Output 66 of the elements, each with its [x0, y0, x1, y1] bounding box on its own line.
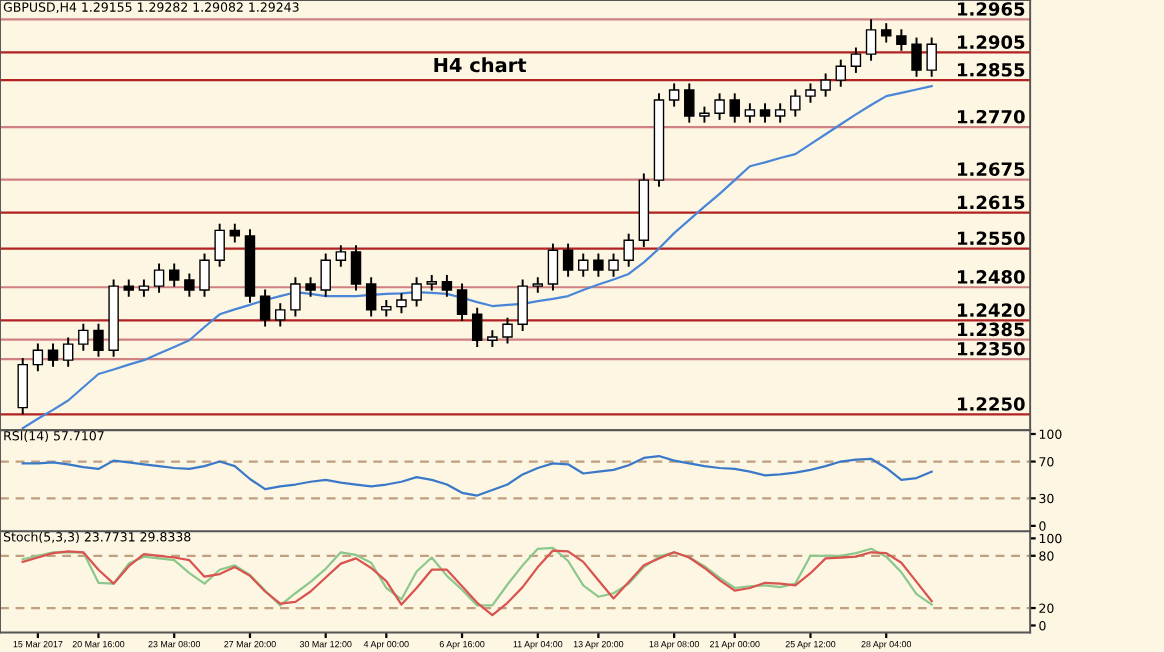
candlestick — [805, 82, 816, 104]
ref-line-label: 1.2350 — [957, 341, 1025, 356]
ref-line-label: 1.2420 — [957, 303, 1025, 317]
annotation: H4 chart — [434, 57, 527, 73]
candlestick — [184, 272, 195, 298]
candlestick — [714, 92, 725, 121]
candlestick — [790, 88, 801, 118]
candlestick — [623, 232, 634, 268]
candlestick — [350, 244, 362, 292]
line-series — [21, 454, 933, 497]
candlestick — [850, 46, 862, 74]
ref-line-label: 1.2385 — [957, 322, 1025, 337]
candlestick — [578, 252, 589, 278]
candlestick — [774, 102, 786, 124]
candlestick — [199, 252, 210, 298]
candlestick — [335, 244, 347, 268]
candlestick — [275, 302, 286, 328]
ref-line-label: 1.2480 — [957, 270, 1025, 284]
ref-line-label: 1.2770 — [957, 109, 1025, 124]
candlestick — [93, 322, 104, 358]
candlestick — [547, 242, 559, 292]
candlestick — [562, 242, 574, 278]
candlestick — [744, 102, 756, 124]
candlestick — [684, 82, 695, 124]
candlestick — [441, 274, 453, 298]
candlestick — [865, 18, 877, 62]
candlestick — [911, 36, 922, 78]
candlestick — [835, 58, 847, 88]
line-series — [21, 546, 933, 607]
ref-line-label: 1.2615 — [957, 195, 1025, 210]
candlestick — [517, 278, 528, 332]
candlestick — [896, 28, 907, 52]
candlestick — [880, 22, 892, 44]
candlestick — [411, 276, 422, 308]
ref-line-label: 1.2550 — [957, 231, 1025, 246]
line-series — [21, 549, 933, 617]
candlestick — [78, 322, 89, 352]
candlestick — [502, 316, 513, 345]
candlestick — [214, 222, 225, 268]
candlestick — [396, 292, 407, 315]
candlestick — [17, 356, 28, 416]
candlestick — [759, 102, 771, 124]
candlestick — [456, 282, 468, 322]
candlestick — [62, 336, 74, 368]
candlestick — [290, 276, 301, 318]
candlestick — [153, 262, 165, 294]
candlestick — [229, 222, 241, 244]
candlestick — [320, 252, 331, 298]
candlestick — [168, 262, 180, 288]
candlestick — [926, 36, 937, 78]
candlestick — [259, 288, 271, 328]
candlestick — [305, 276, 316, 298]
candlestick — [668, 82, 680, 108]
candlestick — [608, 252, 619, 278]
ref-line-label: 1.2905 — [957, 35, 1025, 49]
candlestick — [593, 252, 604, 278]
candlestick — [820, 72, 831, 98]
candlestick — [729, 92, 740, 124]
ref-line-label: 1.2250 — [957, 397, 1025, 411]
candlestick — [365, 276, 377, 318]
candlestick — [32, 342, 44, 373]
ref-line-label: 1.2675 — [957, 162, 1025, 177]
candlestick — [471, 306, 483, 348]
candlestick — [47, 342, 59, 368]
ref-line-label: 1.2965 — [957, 2, 1025, 16]
ref-line-label: 1.2855 — [957, 62, 1025, 77]
